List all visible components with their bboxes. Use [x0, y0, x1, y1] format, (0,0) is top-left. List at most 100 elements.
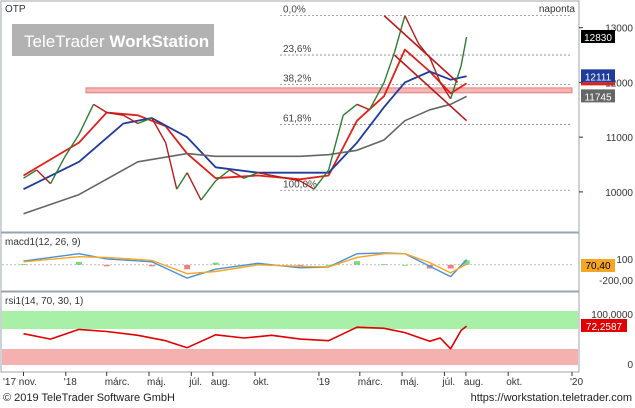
last-price-tag [581, 29, 615, 43]
x-tick-label: márc. [358, 377, 383, 388]
macd-histogram-bar [20, 264, 27, 266]
macd-panel [0, 232, 580, 292]
macd-histogram-bar [325, 264, 332, 266]
price-segment [123, 114, 139, 125]
fibonacci-label: 61,8% [283, 114, 311, 125]
macd-histogram-bar [297, 264, 304, 267]
price-segment [78, 104, 95, 135]
price-tick-label: 12000 [605, 78, 633, 89]
price-tick-label: 13000 [605, 24, 633, 35]
macd-value-tag-text: 70,40 [585, 261, 610, 272]
watermark-light: TeleTrader [24, 32, 109, 51]
fibonacci-label: 0,0% [283, 5, 306, 16]
rsi-value-tag [581, 318, 627, 332]
price-segment [404, 15, 420, 45]
x-tick-label: '17 nov. [3, 377, 37, 388]
price-segment [313, 169, 330, 190]
x-tick-label: '18 [64, 377, 77, 388]
rsi-tick-label: 100,0000 [591, 310, 633, 321]
signal-line [23, 252, 467, 275]
macd-histogram-bar [103, 264, 110, 267]
watermark-box [12, 24, 214, 56]
price-segment [164, 142, 178, 190]
price-segment [176, 172, 188, 190]
rsi-oversold-zone [2, 349, 578, 365]
trend-line [393, 54, 468, 122]
ma-long-tag-text: 11745 [584, 92, 612, 103]
rsi-overbought-zone [2, 311, 578, 329]
price-segment [342, 103, 358, 116]
x-tick-label: márc. [105, 377, 130, 388]
macd-histogram-bar [148, 264, 155, 267]
x-tick-label: okt. [506, 377, 522, 388]
x-tick-label: júl. [188, 377, 202, 388]
price-segment [151, 117, 167, 143]
macd-tick-label: 100 [616, 255, 633, 266]
macd-tick-label: -200,00 [599, 276, 633, 287]
price-segment [36, 169, 52, 185]
price-segment [393, 15, 406, 53]
x-tick-label: '19 [317, 377, 330, 388]
ma_long-line [23, 95, 467, 215]
price-segment [439, 82, 452, 100]
macd-histogram-bar [381, 264, 388, 266]
watermark-bold: WorkStation [109, 32, 209, 51]
fibonacci-label: 38,2% [283, 74, 311, 85]
x-tick-label: aug. [211, 377, 230, 388]
price-segment [200, 180, 217, 201]
macd-histogram-bar [212, 262, 219, 265]
price-segment [271, 174, 287, 179]
price-segment [106, 111, 124, 116]
x-tick-label: júl. [441, 377, 455, 388]
price-segment [449, 65, 462, 100]
price-segment [368, 82, 385, 111]
price-segment [23, 169, 38, 179]
price-segment [460, 36, 468, 67]
macd-histogram-bar [401, 264, 408, 266]
price-segment [243, 172, 259, 179]
ma-long-tag [581, 89, 615, 103]
macd-line [23, 252, 468, 279]
fibonacci-label: 100,0% [283, 179, 317, 190]
price-segment [93, 103, 108, 114]
footer-url[interactable]: https://workstation.teletrader.com [470, 392, 632, 404]
macd-histogram-bar [254, 263, 261, 265]
macd-histogram-bar [447, 264, 454, 269]
rsi-tick-label: 0 [627, 360, 633, 371]
ma-short-tag [581, 82, 615, 86]
macd-histogram-bar [184, 264, 191, 270]
rsi-title: rsi1(14, 70, 30, 1) [5, 296, 83, 307]
macd-histogram-bar [463, 260, 470, 265]
price-segment [299, 180, 315, 190]
price-segment [215, 169, 230, 182]
macd-histogram-bar [354, 261, 361, 265]
price-segment [137, 117, 153, 125]
x-tick-label: máj. [400, 377, 419, 388]
x-tick-label: máj. [147, 377, 166, 388]
price-segment [327, 115, 344, 171]
copyright: © 2019 TeleTrader Software GmbH [3, 392, 175, 404]
ma-mid-tag-text: 12111 [585, 72, 612, 83]
trend-line [383, 15, 459, 83]
price-segment [257, 172, 272, 177]
watermark: TeleTrader WorkStation [24, 32, 209, 51]
x-tick-label: aug. [464, 377, 483, 388]
price-tick-label: 11000 [606, 133, 634, 144]
price-segment [286, 177, 301, 182]
period-label: naponta [539, 4, 576, 15]
price-segment [356, 103, 370, 111]
price-segment [383, 52, 396, 83]
macd-value-tag [581, 259, 615, 272]
price-segment [49, 155, 66, 185]
price-tick-label: 10000 [605, 188, 633, 199]
x-tick-label: okt. [253, 377, 269, 388]
price-segment [64, 134, 80, 157]
price-segment [429, 57, 441, 83]
price-segment [186, 172, 202, 201]
ma-mid-tag [581, 69, 615, 83]
x-tick-label: '20 [570, 377, 583, 388]
chart-canvas: OTP naponta TeleTrader WorkStation 0,0% 2… [0, 0, 634, 388]
macd-histogram-bar [75, 261, 82, 265]
symbol-label: OTP [5, 4, 26, 15]
rsi-line [23, 325, 468, 350]
